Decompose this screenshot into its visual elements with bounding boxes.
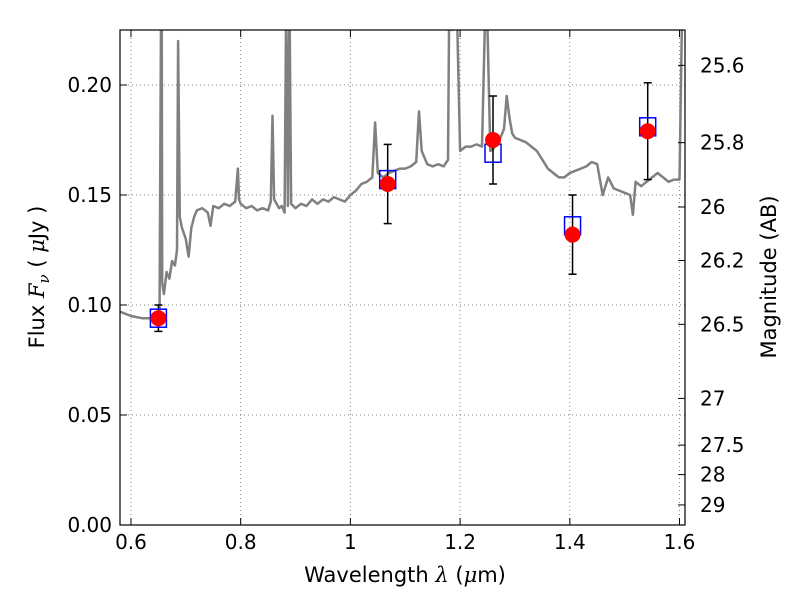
spectrum-line bbox=[120, 30, 684, 324]
model-spectrum bbox=[120, 30, 684, 324]
y-tick-label: 0.20 bbox=[67, 73, 112, 97]
y-axis-ticks: 0.00 0.05 0.10 0.15 0.20 bbox=[67, 73, 127, 537]
observed-point bbox=[379, 176, 396, 192]
x-tick-label: 0.6 bbox=[115, 530, 147, 554]
y-tick-label: 0.00 bbox=[67, 513, 112, 537]
x-tick-label: 1.4 bbox=[554, 530, 586, 554]
y2-axis-ticks: 25.6 25.8 26 26.2 26.5 27 27.5 28 29 bbox=[678, 53, 745, 517]
x-axis-label: Wavelength λ (μm) bbox=[304, 563, 506, 587]
y2-tick-label: 26.2 bbox=[700, 249, 745, 273]
y2-axis-label: Magnitude (AB) bbox=[757, 195, 781, 358]
grid-lines bbox=[120, 30, 685, 526]
y-tick-label: 0.10 bbox=[67, 293, 112, 317]
observed-point bbox=[485, 132, 502, 148]
x-axis-ticks: 0.6 0.8 1 1.2 1.4 1.6 bbox=[115, 30, 695, 554]
x-tick-label: 1 bbox=[344, 530, 357, 554]
observed-point bbox=[564, 226, 581, 243]
y2-tick-label: 28 bbox=[700, 463, 725, 487]
y-tick-label: 0.15 bbox=[67, 183, 112, 207]
y2-tick-label: 29 bbox=[700, 493, 725, 517]
x-tick-label: 1.6 bbox=[664, 530, 696, 554]
x-tick-label: 0.8 bbox=[225, 530, 257, 554]
y2-tick-label: 25.8 bbox=[700, 131, 745, 155]
y2-tick-label: 26 bbox=[700, 195, 725, 219]
y2-tick-label: 27 bbox=[700, 386, 725, 410]
y2-tick-label: 27.5 bbox=[700, 433, 745, 457]
y2-tick-label: 26.5 bbox=[700, 312, 745, 336]
plot-background bbox=[120, 30, 685, 525]
y2-tick-label: 25.6 bbox=[700, 53, 745, 77]
x-tick-label: 1.2 bbox=[444, 530, 476, 554]
plot-frame bbox=[119, 29, 686, 526]
data-markers bbox=[149, 82, 657, 333]
observed-point bbox=[639, 123, 656, 140]
y-axis-label: Flux Fν ( μJy ) bbox=[25, 206, 53, 349]
observed-point bbox=[150, 310, 167, 327]
y-tick-label: 0.05 bbox=[67, 403, 112, 427]
